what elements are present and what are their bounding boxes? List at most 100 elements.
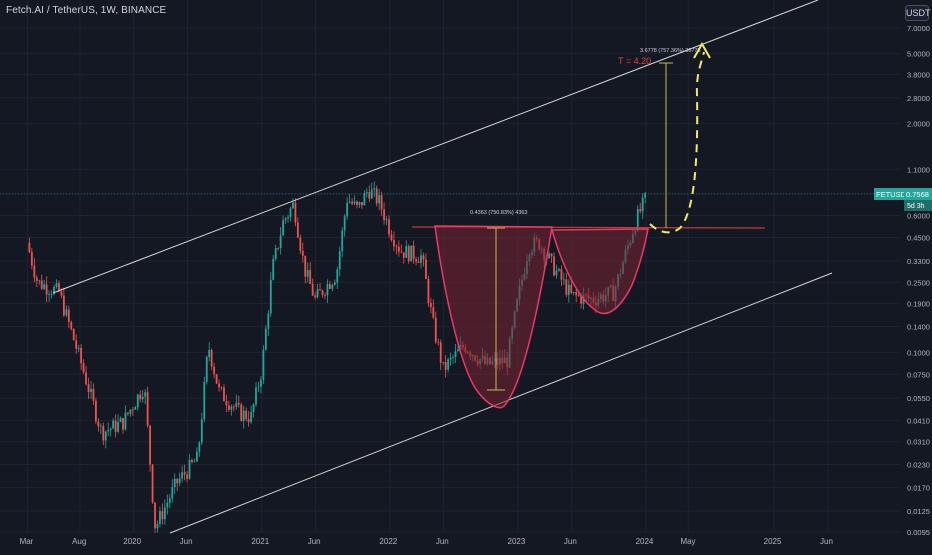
candle-body [319, 289, 321, 291]
time-axis[interactable]: Mar Aug 2020 Jun 2021 Jun 2022 Jun 2023 Jun 2024 Ma… [20, 537, 833, 546]
candle-body [136, 394, 139, 408]
candle-body [402, 252, 405, 258]
candle-body [454, 351, 457, 358]
candle-body [257, 386, 260, 388]
y-tick-label: 0.0310 [907, 438, 930, 447]
price-label-symbol: FETUSDT [876, 190, 911, 199]
candle-body [75, 340, 78, 349]
candle-body [62, 295, 65, 316]
candle-body [294, 202, 297, 223]
candle-body [127, 412, 129, 414]
candle-body [122, 418, 124, 430]
candle-body [410, 245, 413, 262]
candle-body [373, 188, 376, 190]
candle-body [636, 209, 639, 231]
y-tick-label: 3.8000 [907, 71, 930, 80]
candle-body [151, 464, 154, 503]
candle-body [262, 349, 265, 380]
y-tick-label: 0.3300 [907, 257, 930, 266]
candle-body [314, 295, 317, 298]
candle-body [400, 251, 403, 253]
candle-body [173, 478, 176, 488]
candle-body [555, 270, 558, 276]
candle-body [176, 478, 179, 484]
y-tick-label: 0.0125 [907, 507, 930, 516]
candle-body [417, 261, 420, 263]
candle-body [570, 284, 573, 293]
candle-body [247, 418, 250, 422]
candle-body [87, 384, 90, 393]
price-label-value-bg [904, 188, 932, 200]
candle-body [272, 259, 275, 280]
candle-body [427, 278, 430, 303]
candle-body [40, 280, 43, 289]
candle-body [104, 431, 107, 441]
candle-body [117, 421, 119, 432]
candle-body [277, 247, 280, 249]
candle-body [420, 255, 422, 263]
candle-body [134, 407, 137, 410]
candle-body [166, 502, 169, 508]
candle-body [365, 192, 368, 194]
candle-body [580, 295, 583, 304]
candle-body [183, 472, 186, 475]
candle-body [223, 387, 225, 402]
candle-body [191, 459, 193, 462]
candle-body [181, 472, 184, 479]
candle-body [90, 388, 92, 393]
candle-body [92, 388, 95, 401]
candle-body [267, 313, 270, 329]
target-label: T = 4.20 [618, 56, 651, 66]
y-tick-label: 0.4500 [907, 233, 930, 242]
candle-body [220, 387, 223, 389]
candle-body [82, 363, 85, 373]
price-axis[interactable]: 7.00005.00003.80002.80002.00001.10000.80… [907, 24, 930, 537]
candle-body [50, 294, 53, 295]
candle-body [311, 283, 314, 296]
candle-body [35, 277, 38, 281]
candle-body [444, 362, 447, 370]
candle-body [321, 290, 324, 295]
candle-body [107, 430, 110, 432]
candle-body [240, 404, 243, 421]
candle-body [205, 357, 208, 382]
candle-body [434, 317, 437, 342]
channel-upper-line[interactable] [52, 0, 819, 294]
handle-shape[interactable] [551, 228, 649, 315]
drawing-overlays: 0.4363 (750.83%) 4363 3.6778 (757.36%) 3… [52, 0, 833, 534]
candle-body [284, 218, 287, 221]
cup-shape[interactable] [434, 225, 553, 409]
candle-body [383, 209, 385, 221]
candle-body [232, 406, 235, 408]
x-tick-label: 2021 [251, 537, 269, 546]
candle-body [299, 237, 302, 251]
candle-body [301, 250, 304, 256]
symbol-title: Fetch.AI / TetherUS, 1W, BINANCE [6, 5, 167, 16]
candle-body [425, 259, 427, 279]
candle-body [48, 294, 51, 296]
y-tick-label: 0.0230 [907, 461, 930, 470]
candle-body [437, 341, 440, 343]
candle-body [208, 350, 211, 358]
candle-body [168, 498, 171, 503]
candle-body [72, 328, 75, 341]
candle-body [163, 507, 166, 520]
candle-body [287, 216, 289, 219]
candle-body [218, 383, 220, 388]
candle-body [230, 406, 233, 410]
candle-body [429, 302, 432, 308]
candle-body [356, 201, 358, 205]
candle-body [397, 246, 400, 252]
x-tick-label: Jun [820, 537, 833, 546]
candle-body [326, 284, 329, 296]
candle-body [171, 487, 174, 499]
candle-body [407, 246, 410, 262]
projection-path [649, 51, 705, 234]
candle-body [282, 220, 284, 236]
y-tick-label: 5.0000 [907, 50, 930, 59]
currency-button[interactable]: USDT [905, 5, 931, 21]
candle-body [242, 410, 245, 421]
x-tick-label: Aug [72, 537, 86, 546]
